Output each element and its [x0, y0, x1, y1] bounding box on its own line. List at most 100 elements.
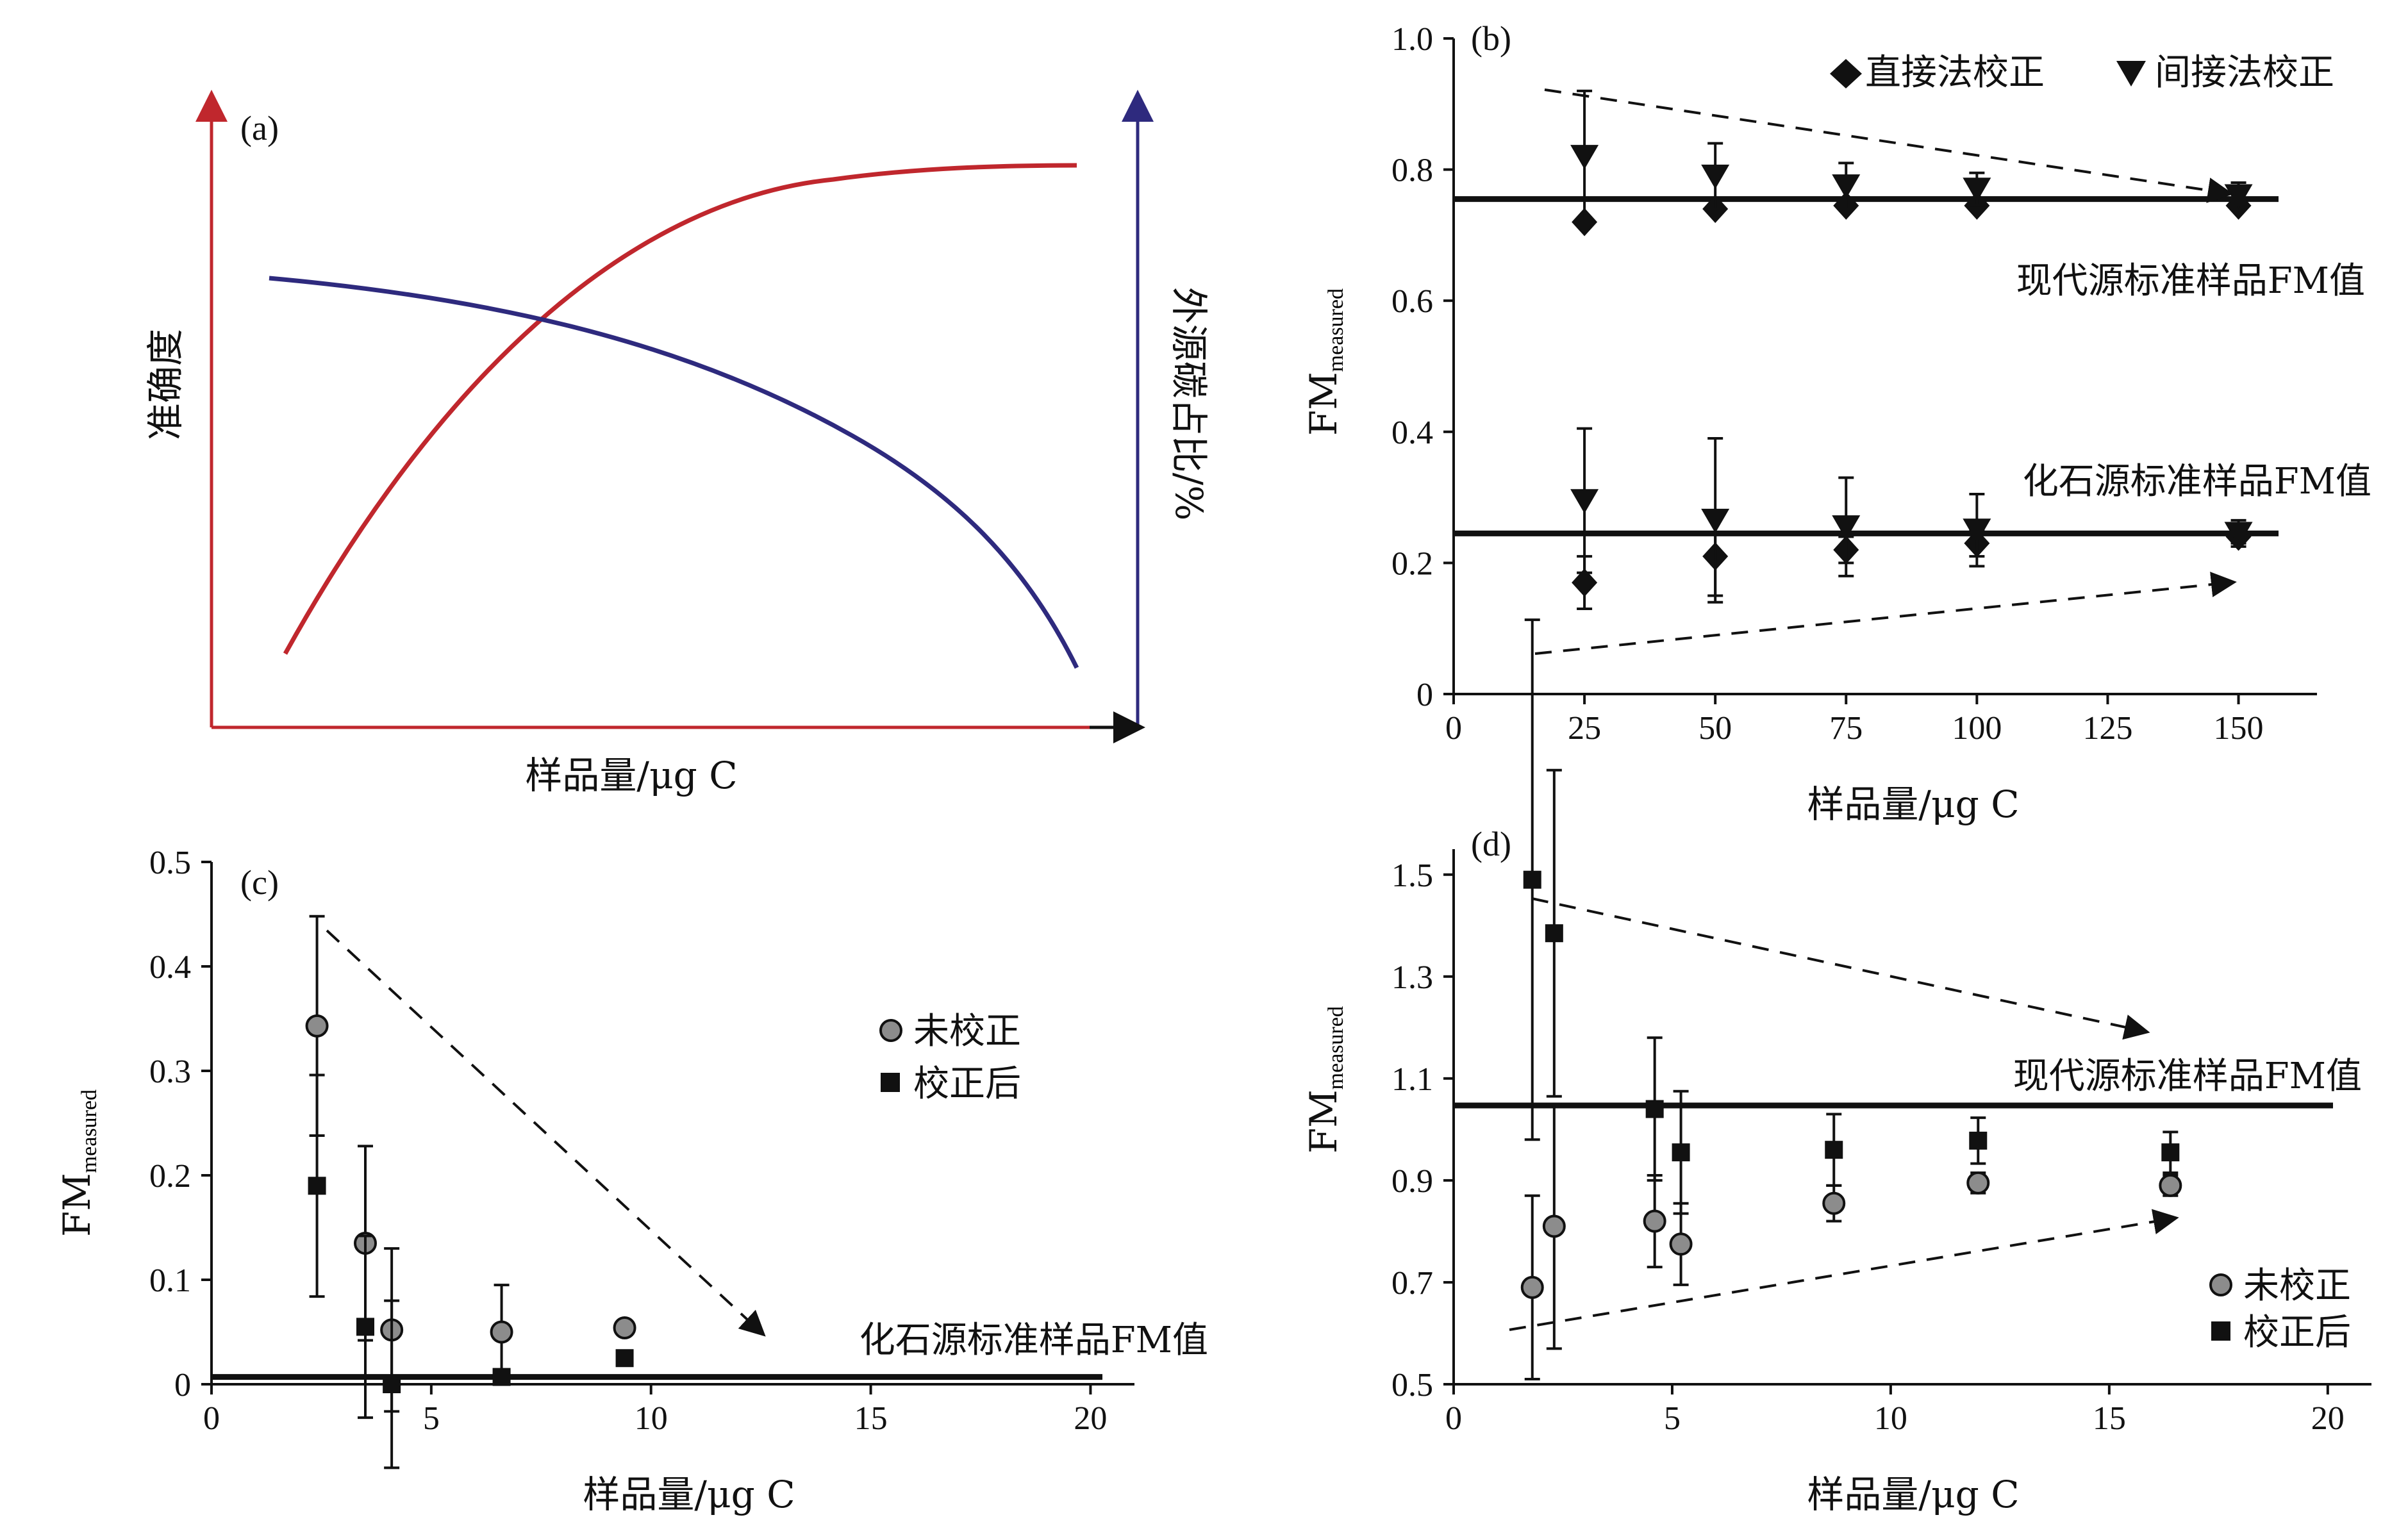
d-x-tick-label: 10 [1874, 1400, 1907, 1437]
b-point-triangle [1963, 178, 1991, 203]
d-axes: 0 5 10 15 20 0.5 0.7 0.9 1.1 1.3 1.5 [1391, 849, 2371, 1437]
c-legend-corrected: 校正后 [913, 1063, 1021, 1105]
c-trend-arrow [326, 929, 766, 1337]
c-y-tick-label: 0 [174, 1367, 191, 1403]
d-marks [1454, 618, 2333, 1381]
c-x-tick-label: 5 [423, 1400, 440, 1437]
a-ylabel: 准确度 [144, 329, 187, 440]
b-point-triangle [1963, 518, 1991, 543]
d-point-circle [1822, 1191, 1846, 1215]
d-y-tick-label: 0.7 [1391, 1265, 1433, 1302]
c-point-square [615, 1349, 634, 1368]
b-panel-label: (b) [1471, 19, 1511, 58]
d-legend-square-icon [2211, 1321, 2230, 1341]
d-point-circle [1542, 1214, 1566, 1238]
b-point-triangle [1832, 174, 1861, 199]
c-panel-label: (c) [240, 863, 279, 902]
b-ylabel-main: FM [1302, 372, 1345, 436]
c-point-square [308, 1177, 326, 1195]
a-xlabel: 样品量/μg C [525, 754, 737, 797]
b-x-tick-label: 125 [2082, 710, 2132, 747]
a-accuracy-curve [283, 163, 1077, 655]
panel-a: (a) 准确度 外源碳占比/% 样品量/μg C [144, 90, 1211, 797]
b-trend-arrow-lower [1534, 572, 2237, 655]
c-x-tick-label: 10 [635, 1400, 668, 1437]
b-x-tick-label: 0 [1445, 710, 1462, 747]
b-point-diamond [1572, 568, 1598, 597]
d-ylabel: FMmeasured [1302, 1006, 1348, 1154]
a-exogenous-curve [269, 276, 1079, 669]
d-panel-label: (d) [1471, 825, 1511, 863]
d-ylabel-main: FM [1302, 1089, 1345, 1154]
c-point-circle [613, 1316, 636, 1339]
b-xlabel: 样品量/μg C [1807, 782, 2019, 826]
d-y-tick-label: 0.9 [1391, 1163, 1433, 1200]
c-fossil-ref-label: 化石源标准样品FM值 [859, 1320, 1208, 1361]
c-y-tick-label: 0.4 [149, 949, 191, 986]
b-y-tick-label: 0 [1416, 677, 1433, 713]
d-point-square [1825, 1141, 1843, 1159]
b-point-triangle [1701, 164, 1730, 189]
b-x-tick-label: 25 [1568, 710, 1601, 747]
b-y-tick-label: 1.0 [1391, 21, 1433, 58]
c-legend-uncorrected: 未校正 [913, 1011, 1021, 1052]
c-marks [212, 914, 1102, 1469]
c-point-square [383, 1375, 401, 1393]
d-point-circle [1966, 1171, 1990, 1195]
d-trend-arrow-upper [1531, 897, 2150, 1040]
d-legend-corrected: 校正后 [2243, 1312, 2351, 1353]
b-ylabel: FMmeasured [1302, 288, 1348, 436]
b-y-tick-label: 0.2 [1391, 545, 1433, 582]
b-ylabel-sub: measured [1324, 288, 1348, 372]
panel-b: 0 25 50 75 100 125 150 0 0.2 0.4 0.6 0.8 1.0 (b) 样品量… [1302, 19, 2371, 826]
b-point-triangle [1570, 489, 1599, 514]
b-y-tick-label: 0.8 [1391, 153, 1433, 189]
c-x-tick-label: 15 [854, 1400, 888, 1437]
d-y-tick-label: 1.3 [1391, 959, 1433, 996]
d-point-circle [2159, 1173, 2182, 1197]
b-point-triangle [1570, 145, 1599, 170]
c-point-circle [305, 1014, 329, 1038]
b-trend-arrow-upper [1544, 88, 2234, 203]
b-point-triangle [1701, 508, 1730, 533]
d-point-circle [1520, 1275, 1544, 1299]
d-point-square [1672, 1143, 1690, 1162]
d-y-tick-label: 0.5 [1391, 1367, 1433, 1403]
b-x-tick-label: 150 [2214, 710, 2264, 747]
d-ylabel-sub: measured [1324, 1006, 1348, 1089]
b-axes: 0 25 50 75 100 125 150 0 0.2 0.4 0.6 0.8 1.0 [1391, 21, 2317, 747]
c-y-tick-label: 0.5 [149, 845, 191, 881]
d-legend-uncorrected: 未校正 [2243, 1265, 2351, 1307]
b-point-triangle [2224, 522, 2253, 547]
d-x-tick-label: 0 [1445, 1400, 1462, 1437]
d-point-circle [1643, 1209, 1666, 1233]
d-y-tick-label: 1.5 [1391, 857, 1433, 894]
b-legend-indirect: 间接法校正 [2155, 52, 2334, 94]
b-x-tick-label: 75 [1829, 710, 1863, 747]
d-x-tick-label: 20 [2311, 1400, 2345, 1437]
b-x-tick-label: 100 [1952, 710, 2002, 747]
d-point-square [1545, 924, 1563, 943]
c-x-tick-label: 0 [203, 1400, 220, 1437]
d-point-circle [1669, 1232, 1693, 1256]
panel-c: 0 5 10 15 20 0 0.1 0.2 0.3 0.4 0.5 (c) 样品量/μg C FM… [55, 845, 1208, 1516]
d-point-square [2161, 1143, 2180, 1162]
panel-d: 0 5 10 15 200.50.70.91.11.31.5 (d) 样品量/μg C … [1302, 618, 2371, 1516]
b-x-tick-label: 50 [1698, 710, 1732, 747]
d-x-tick-label: 5 [1664, 1400, 1681, 1437]
b-fossil-ref-label: 化石源标准样品FM值 [2023, 461, 2371, 502]
a-panel-label: (a) [240, 109, 279, 147]
c-ylabel: FMmeasured [55, 1089, 101, 1237]
d-modern-ref-label: 现代源标准样品FM值 [2013, 1055, 2362, 1097]
d-legend-circle-icon [2209, 1273, 2232, 1296]
b-point-triangle [1832, 515, 1861, 540]
b-legend-diamond-icon [1830, 59, 1862, 88]
c-legend-square-icon [881, 1073, 900, 1092]
c-ylabel-main: FM [55, 1173, 99, 1237]
c-xlabel: 样品量/μg C [583, 1473, 795, 1516]
c-legend-circle-icon [879, 1019, 902, 1042]
d-point-square [1645, 1100, 1664, 1118]
c-y-tick-label: 0.3 [149, 1054, 191, 1090]
d-xlabel: 样品量/μg C [1807, 1473, 2019, 1516]
b-y-tick-label: 0.6 [1391, 283, 1433, 320]
